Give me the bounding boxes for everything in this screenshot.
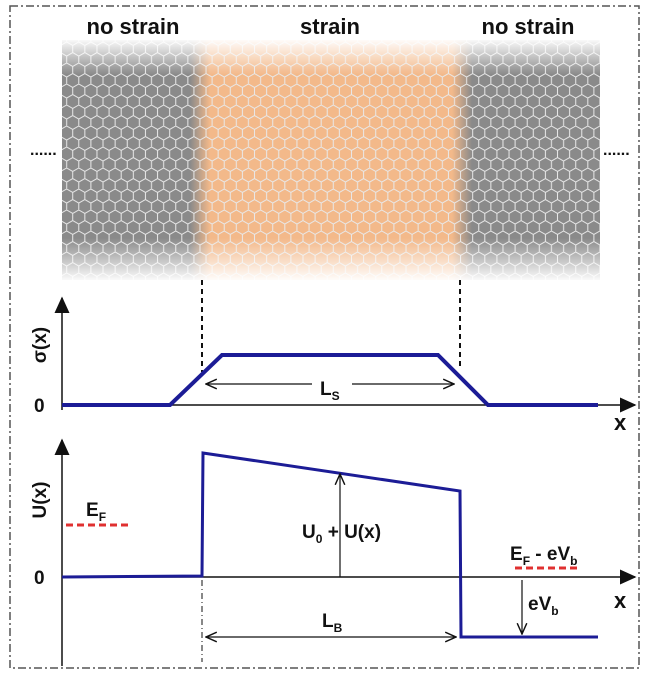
label-rest: + U(x) <box>322 522 381 543</box>
label-sub: B <box>334 621 343 635</box>
region-label: no strain <box>87 14 180 39</box>
region-label: no strain <box>482 14 575 39</box>
strain-profile <box>62 353 598 407</box>
barrier-label: U0 + U(x) <box>302 522 381 546</box>
fermi-label: EF - eVb <box>510 544 578 568</box>
label-rest: - eV <box>530 544 570 565</box>
label-main: E <box>510 544 523 565</box>
x-axis-label: x <box>614 410 627 435</box>
zero-label: 0 <box>34 396 45 417</box>
label-sub: S <box>332 389 340 403</box>
frame <box>9 5 640 669</box>
label-bg <box>312 374 352 398</box>
label-sub: 0 <box>316 532 323 546</box>
lattice <box>60 38 602 282</box>
bias-label: eVb <box>528 594 559 618</box>
label-main: L <box>320 379 332 400</box>
potential-profile <box>61 451 598 639</box>
label-main: E <box>86 500 99 521</box>
y-axis-label: U(x) <box>30 482 51 519</box>
width-label: LS <box>320 379 340 403</box>
ellipsis: ...... <box>603 142 630 159</box>
label-sub: F <box>99 510 106 524</box>
width-label: LB <box>322 611 343 635</box>
zero-label: 0 <box>34 568 45 589</box>
label-sub: F <box>523 554 530 568</box>
label-main: eV <box>528 594 552 615</box>
ellipsis: ...... <box>30 142 57 159</box>
y-axis-label: σ(x) <box>30 327 51 363</box>
fermi-label: EF <box>86 500 106 524</box>
label-sub: b <box>570 554 577 568</box>
label-main: U <box>302 522 316 543</box>
x-axis-label: x <box>614 588 627 613</box>
region-label: strain <box>300 14 360 39</box>
label-sub: b <box>551 604 558 618</box>
label-main: L <box>322 611 334 632</box>
